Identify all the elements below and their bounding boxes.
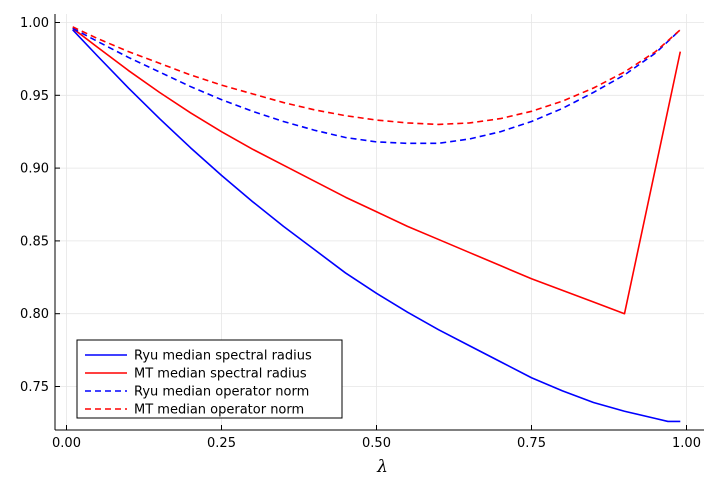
x-axis-label: λ bbox=[376, 457, 388, 477]
grid bbox=[55, 14, 704, 430]
legend-label-0: Ryu median spectral radius bbox=[134, 349, 312, 364]
series-layer bbox=[72, 26, 682, 423]
x-tick-label: 0.75 bbox=[517, 436, 546, 451]
y-tick-label: 1.00 bbox=[20, 16, 49, 31]
series-line-2 bbox=[72, 27, 681, 145]
x-tick-label: 0.25 bbox=[207, 436, 236, 451]
y-tick-label: 0.85 bbox=[20, 234, 49, 249]
x-tick-label: 1.00 bbox=[672, 436, 701, 451]
legend: Ryu median spectral radius MT median spec… bbox=[76, 339, 343, 419]
y-tick-label: 0.75 bbox=[20, 380, 49, 395]
series-line-1 bbox=[72, 27, 682, 315]
axis-ticks: 0.00 0.25 0.50 0.75 1.00 0.75 0.80 0.85 0.90 0.95… bbox=[20, 16, 701, 451]
legend-box bbox=[76, 339, 343, 419]
y-tick-label: 0.95 bbox=[20, 89, 49, 104]
legend-label-3: MT median operator norm bbox=[134, 403, 304, 418]
x-tick-label: 0.50 bbox=[362, 436, 391, 451]
series-line-3 bbox=[72, 26, 681, 126]
series-line-0 bbox=[72, 29, 681, 423]
y-tick-label: 0.90 bbox=[20, 162, 49, 177]
legend-label-2: Ryu median operator norm bbox=[134, 385, 309, 400]
legend-label-1: MT median spectral radius bbox=[134, 367, 307, 382]
plot-frame bbox=[54, 14, 704, 431]
y-tick-label: 0.80 bbox=[20, 307, 49, 322]
x-tick-label: 0.00 bbox=[52, 436, 81, 451]
